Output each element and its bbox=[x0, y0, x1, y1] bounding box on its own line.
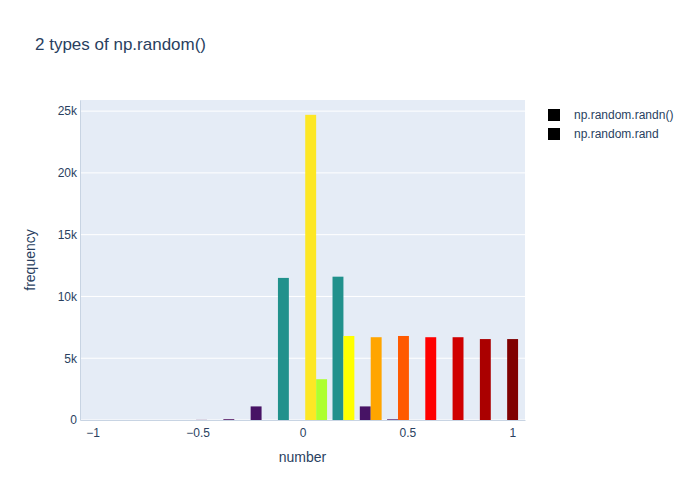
y-tick-label: 15k bbox=[58, 228, 78, 242]
bar bbox=[316, 379, 327, 420]
bar bbox=[453, 337, 464, 420]
y-axis-title: frequency bbox=[22, 229, 38, 290]
bar bbox=[507, 339, 518, 420]
bar bbox=[234, 420, 245, 421]
bar bbox=[333, 277, 344, 420]
x-tick-label: 0 bbox=[300, 426, 307, 440]
bar bbox=[223, 419, 234, 420]
y-tick-label: 20k bbox=[58, 166, 78, 180]
bar bbox=[289, 420, 300, 421]
y-tick: 10k bbox=[58, 290, 80, 304]
y-axis: 0 5k 10k 15k 20k 25k bbox=[58, 101, 81, 428]
title: 2 types of np.random() bbox=[35, 35, 206, 54]
bar bbox=[480, 339, 491, 420]
x-tick-label: 0.5 bbox=[400, 426, 417, 440]
grid bbox=[80, 111, 525, 420]
bar bbox=[196, 419, 207, 420]
bar bbox=[278, 278, 289, 420]
x-tick-label: −0.5 bbox=[186, 426, 210, 440]
grid-line bbox=[80, 172, 525, 173]
y-tick-label: 0 bbox=[70, 413, 77, 427]
y-axis-line bbox=[80, 101, 81, 421]
legend: np.random.randn() np.random.rand bbox=[548, 108, 673, 141]
y-tick: 15k bbox=[58, 228, 80, 242]
x-tick: 0 bbox=[300, 420, 307, 440]
bar bbox=[360, 406, 371, 420]
y-tick: 25k bbox=[58, 104, 80, 118]
y-tick: 5k bbox=[64, 352, 80, 366]
grid-line bbox=[80, 234, 525, 235]
x-tick: −1 bbox=[86, 420, 100, 440]
x-tick-label: −1 bbox=[86, 426, 100, 440]
legend-swatch bbox=[548, 109, 560, 121]
bar bbox=[442, 420, 453, 421]
legend-swatch bbox=[548, 128, 560, 140]
x-axis-line bbox=[81, 420, 526, 421]
y-tick: 20k bbox=[58, 166, 80, 180]
bar bbox=[414, 420, 425, 421]
x-tick: 0.5 bbox=[400, 420, 417, 440]
bar bbox=[387, 419, 398, 420]
chart: −1 −0.5 0 0.5 1 0 5k 10k 15k 20k 25k 2 types of np.… bbox=[0, 0, 700, 500]
bar bbox=[425, 337, 436, 420]
bar bbox=[398, 336, 409, 420]
y-tick-label: 10k bbox=[58, 290, 78, 304]
y-tick-label: 5k bbox=[64, 352, 78, 366]
x-axis: −1 −0.5 0 0.5 1 bbox=[81, 420, 526, 440]
x-axis-title: number bbox=[279, 449, 327, 465]
bar bbox=[371, 337, 382, 420]
grid-line bbox=[80, 296, 525, 297]
bar bbox=[496, 420, 507, 421]
bar bbox=[251, 406, 262, 420]
bar bbox=[305, 115, 316, 420]
x-tick-label: 1 bbox=[510, 426, 517, 440]
y-tick-label: 25k bbox=[58, 104, 78, 118]
legend-label: np.random.rand bbox=[574, 127, 659, 141]
bar bbox=[262, 420, 273, 421]
plot-background bbox=[80, 100, 525, 420]
bars bbox=[196, 115, 518, 420]
y-tick: 0 bbox=[70, 413, 80, 427]
bar bbox=[343, 336, 354, 420]
bar bbox=[207, 420, 218, 421]
legend-label: np.random.randn() bbox=[574, 108, 673, 122]
bar bbox=[469, 420, 480, 421]
x-tick: −0.5 bbox=[186, 420, 210, 440]
x-tick: 1 bbox=[510, 420, 517, 440]
grid-line bbox=[80, 111, 525, 112]
